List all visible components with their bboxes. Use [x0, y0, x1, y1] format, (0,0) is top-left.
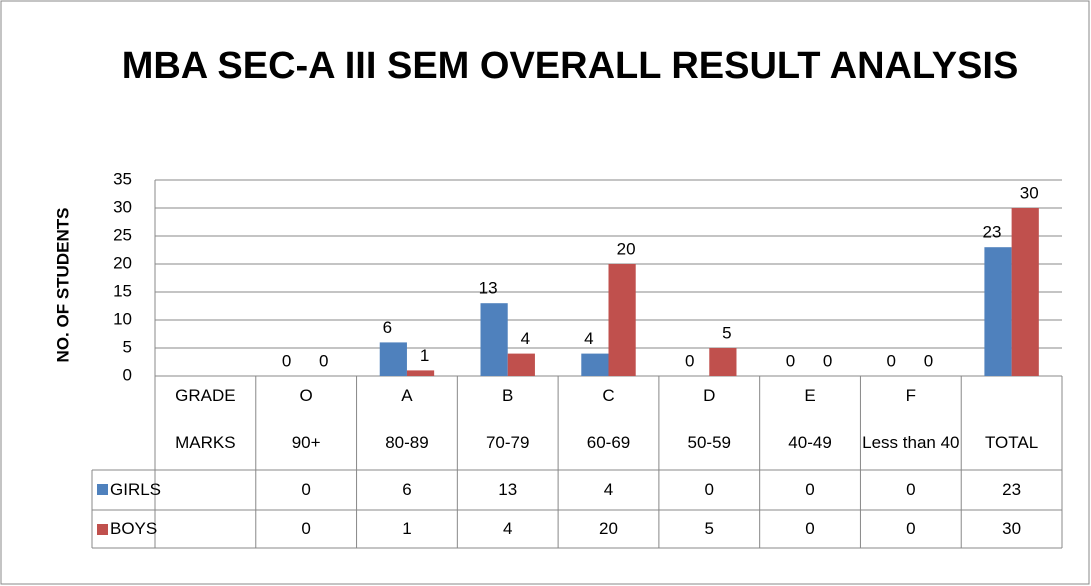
grade-label: GRADE: [175, 385, 236, 405]
y-axis-label: NO. OF STUDENTS: [53, 208, 72, 363]
marks-label: 70-79: [485, 432, 530, 452]
legend-label: BOYS: [110, 519, 158, 538]
data-label: 30: [1020, 183, 1039, 202]
grade-label: D: [703, 385, 716, 405]
data-label: 6: [383, 318, 392, 337]
table-value: 0: [704, 480, 714, 499]
y-tick-label: 35: [113, 169, 132, 188]
table-value: 0: [906, 519, 916, 538]
data-label: 0: [823, 351, 832, 370]
grade-label: O: [299, 385, 313, 405]
grade-label: A: [401, 385, 413, 405]
marks-label: 80-89: [385, 432, 429, 452]
table-value: 6: [402, 480, 412, 499]
marks-label: 50-59: [687, 432, 731, 452]
marks-label: Less than 40: [862, 432, 960, 452]
data-label: 0: [282, 351, 291, 370]
bar: [379, 342, 407, 376]
grade-label: F: [905, 385, 917, 405]
table-value: 23: [1002, 480, 1022, 499]
data-label: 1: [420, 346, 429, 365]
data-label: 0: [924, 351, 933, 370]
data-label: 4: [584, 329, 593, 348]
table-value: 4: [603, 480, 614, 499]
data-label: 20: [617, 239, 636, 258]
data-label: 5: [722, 323, 731, 342]
bar: [507, 353, 535, 376]
table-value: 0: [805, 519, 815, 538]
bar: [984, 247, 1012, 376]
y-tick-label: 20: [113, 253, 132, 272]
y-tick-label: 15: [113, 281, 132, 300]
y-tick-label: 30: [113, 197, 132, 216]
chart-title: MBA SEC-A III SEM OVERALL RESULT ANALYSI…: [121, 45, 1019, 87]
data-label: 0: [886, 351, 895, 370]
y-tick-label: 10: [113, 309, 132, 328]
table-value: 30: [1002, 519, 1022, 538]
legend-key: [97, 484, 108, 495]
bar: [709, 348, 737, 376]
data-label: 0: [685, 351, 694, 370]
data-label: 4: [521, 329, 530, 348]
table-value: 0: [906, 480, 916, 499]
table-value: 5: [704, 519, 714, 538]
legend-label: GIRLS: [110, 480, 162, 499]
table-value: 4: [502, 519, 513, 538]
marks-label: 40-49: [788, 432, 832, 452]
table-value: 0: [805, 480, 815, 499]
table-value: 1: [402, 519, 412, 538]
table-value: 20: [599, 519, 618, 538]
table-value: 0: [301, 480, 311, 499]
table-value: 13: [498, 480, 518, 499]
data-label: 23: [983, 223, 1002, 242]
bar: [480, 303, 508, 376]
bar: [608, 264, 636, 376]
y-tick-label: 25: [113, 225, 132, 244]
table-value: 0: [301, 519, 311, 538]
marks-label: TOTAL: [984, 432, 1039, 452]
data-label: 13: [479, 279, 498, 298]
marks-label: 90+: [291, 432, 321, 452]
y-tick-label: 0: [123, 365, 132, 384]
marks-label: 60-69: [586, 432, 631, 452]
bar: [581, 353, 609, 376]
bar: [1011, 208, 1039, 376]
data-label: 0: [319, 351, 328, 370]
grade-label: E: [804, 385, 816, 405]
y-tick-label: 5: [123, 337, 132, 356]
legend-key: [97, 524, 108, 535]
grade-label: C: [602, 385, 615, 405]
grade-label: B: [502, 385, 514, 405]
bar: [406, 370, 435, 376]
data-label: 0: [786, 351, 795, 370]
marks-label: MARKS: [175, 432, 236, 452]
